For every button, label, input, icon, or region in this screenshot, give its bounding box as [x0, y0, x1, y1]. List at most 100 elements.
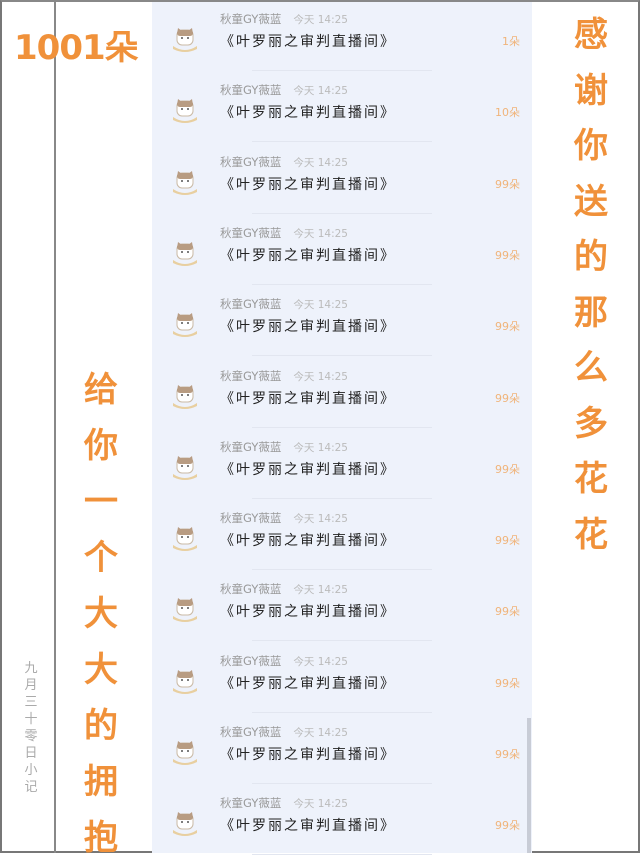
flower-amount: 99朵 — [495, 248, 520, 262]
sender-name-text: 秋童GY薇蓝 — [220, 796, 282, 811]
room-title: 《叶罗丽之审判直播间》 — [220, 247, 396, 264]
timestamp: 今天 14:25 — [293, 227, 348, 240]
sender-name: 秋童GY薇蓝 今天 14:25 — [220, 154, 348, 170]
divider-line — [54, 0, 56, 853]
room-title: 《叶罗丽之审判直播间》 — [220, 533, 396, 550]
row-divider — [252, 212, 432, 214]
sender-name: 秋童GY薇蓝 今天 14:25 — [220, 724, 348, 740]
room-title: 《叶罗丽之审判直播间》 — [220, 818, 396, 835]
flower-amount: 1朵 — [502, 35, 520, 48]
sender-name-text: 秋童GY薇蓝 — [220, 154, 282, 169]
row-divider — [252, 497, 432, 499]
timestamp: 今天 14:25 — [293, 584, 348, 597]
sender-name-text: 秋童GY薇蓝 — [220, 225, 282, 240]
row-divider — [252, 141, 432, 143]
right-vertical-text: 感谢你送的那么多花花 — [574, 15, 608, 555]
gift-row[interactable]: 秋童GY薇蓝 今天 14:25 《叶罗丽之审判直播间》 99朵 — [152, 713, 532, 784]
sender-name: 秋童GY薇蓝 今天 14:25 — [220, 368, 348, 384]
avatar — [170, 739, 200, 765]
avatar — [170, 26, 200, 52]
gift-list: 秋童GY薇蓝 今天 14:25 《叶罗丽之审判直播间》 1朵 秋童GY薇蓝 今天 1… — [152, 0, 532, 856]
row-divider — [252, 783, 432, 784]
gift-row[interactable]: 秋童GY薇蓝 今天 14:25 《叶罗丽之审判直播间》 99朵 — [152, 428, 532, 499]
timestamp: 今天 14:25 — [293, 156, 348, 169]
flower-amount: 99朵 — [495, 819, 520, 833]
row-divider — [252, 711, 432, 713]
sender-name: 秋童GY薇蓝 今天 14:25 — [220, 795, 348, 811]
flower-amount: 99朵 — [495, 676, 520, 690]
avatar — [170, 454, 200, 480]
timestamp: 今天 14:25 — [293, 14, 348, 26]
avatar — [170, 383, 200, 409]
gift-row[interactable]: 秋童GY薇蓝 今天 14:25 《叶罗丽之审判直播间》 99朵 — [152, 784, 532, 856]
sender-name-text: 秋童GY薇蓝 — [220, 439, 282, 454]
row-divider — [252, 854, 432, 856]
date-note: 九月三十零日 小记 — [24, 661, 38, 795]
flower-amount: 99朵 — [495, 462, 520, 476]
avatar — [170, 97, 200, 124]
gift-row[interactable]: 秋童GY薇蓝 今天 14:25 《叶罗丽之审判直播间》 10朵 — [152, 71, 532, 143]
sender-name-text: 秋童GY薇蓝 — [220, 511, 282, 526]
row-divider — [252, 283, 432, 285]
timestamp: 今天 14:25 — [293, 655, 348, 668]
flower-amount: 99朵 — [495, 605, 520, 619]
gift-row[interactable]: 秋童GY薇蓝 今天 14:25 《叶罗丽之审判直播间》 99朵 — [152, 357, 532, 428]
room-title: 《叶罗丽之审判直播间》 — [220, 176, 396, 193]
flower-amount: 99朵 — [495, 391, 520, 405]
sender-name: 秋童GY薇蓝 今天 14:25 — [220, 225, 348, 241]
row-divider — [252, 355, 432, 357]
sender-name-text: 秋童GY薇蓝 — [220, 725, 282, 739]
flower-amount: 99朵 — [495, 320, 520, 334]
sender-name: 秋童GY薇蓝 今天 14:25 — [220, 11, 348, 27]
room-title: 《叶罗丽之审判直播间》 — [220, 675, 396, 692]
sender-name: 秋童GY薇蓝 今天 14:25 — [220, 581, 348, 597]
avatar — [170, 311, 200, 338]
flower-amount: 99朵 — [495, 534, 520, 548]
sender-name-text: 秋童GY薇蓝 — [220, 83, 282, 98]
timestamp: 今天 14:25 — [293, 513, 348, 526]
gift-row[interactable]: 秋童GY薇蓝 今天 14:25 《叶罗丽之审判直播间》 99朵 — [152, 143, 532, 214]
avatar — [170, 240, 200, 266]
sender-name-text: 秋童GY薇蓝 — [220, 297, 282, 312]
timestamp: 今天 14:25 — [293, 85, 348, 98]
sender-name: 秋童GY薇蓝 今天 14:25 — [220, 82, 348, 98]
avatar — [170, 668, 200, 694]
sender-name-text: 秋童GY薇蓝 — [220, 368, 282, 383]
room-title: 《叶罗丽之审判直播间》 — [220, 461, 396, 478]
room-title: 《叶罗丽之审判直播间》 — [220, 105, 396, 122]
sender-name-text: 秋童GY薇蓝 — [220, 12, 282, 26]
sender-name: 秋童GY薇蓝 今天 14:25 — [220, 439, 348, 455]
sender-name: 秋童GY薇蓝 今天 14:25 — [220, 653, 348, 669]
room-title: 《叶罗丽之审判直播间》 — [220, 747, 396, 763]
avatar — [170, 810, 200, 837]
timestamp: 今天 14:25 — [293, 727, 348, 739]
timestamp: 今天 14:25 — [293, 441, 348, 454]
timestamp: 今天 14:25 — [293, 299, 348, 312]
flower-count-title: 1001朵 — [14, 28, 139, 68]
room-title: 《叶罗丽之审判直播间》 — [220, 34, 396, 50]
row-divider — [252, 569, 432, 571]
row-divider — [252, 70, 432, 71]
gift-row[interactable]: 秋童GY薇蓝 今天 14:25 《叶罗丽之审判直播间》 1朵 — [152, 0, 532, 71]
gift-row[interactable]: 秋童GY薇蓝 今天 14:25 《叶罗丽之审判直播间》 99朵 — [152, 285, 532, 357]
room-title: 《叶罗丽之审判直播间》 — [220, 604, 396, 621]
avatar — [170, 525, 200, 552]
gift-row[interactable]: 秋童GY薇蓝 今天 14:25 《叶罗丽之审判直播间》 99朵 — [152, 214, 532, 285]
sender-name-text: 秋童GY薇蓝 — [220, 582, 282, 597]
room-title: 《叶罗丽之审判直播间》 — [220, 390, 396, 407]
gift-row[interactable]: 秋童GY薇蓝 今天 14:25 《叶罗丽之审判直播间》 99朵 — [152, 642, 532, 713]
scrollbar[interactable] — [527, 718, 531, 853]
left-vertical-text: 给你一个大大的拥抱 — [84, 370, 118, 858]
timestamp: 今天 14:25 — [293, 798, 348, 811]
row-divider — [252, 640, 432, 642]
sender-name: 秋童GY薇蓝 今天 14:25 — [220, 296, 348, 312]
avatar — [170, 596, 200, 623]
sender-name-text: 秋童GY薇蓝 — [220, 653, 282, 668]
gift-row[interactable]: 秋童GY薇蓝 今天 14:25 《叶罗丽之审判直播间》 99朵 — [152, 570, 532, 642]
avatar — [170, 169, 200, 195]
gift-row[interactable]: 秋童GY薇蓝 今天 14:25 《叶罗丽之审判直播间》 99朵 — [152, 499, 532, 571]
flower-amount: 10朵 — [495, 106, 520, 120]
room-title: 《叶罗丽之审判直播间》 — [220, 319, 396, 336]
sender-name: 秋童GY薇蓝 今天 14:25 — [220, 510, 348, 526]
row-divider — [252, 426, 432, 428]
